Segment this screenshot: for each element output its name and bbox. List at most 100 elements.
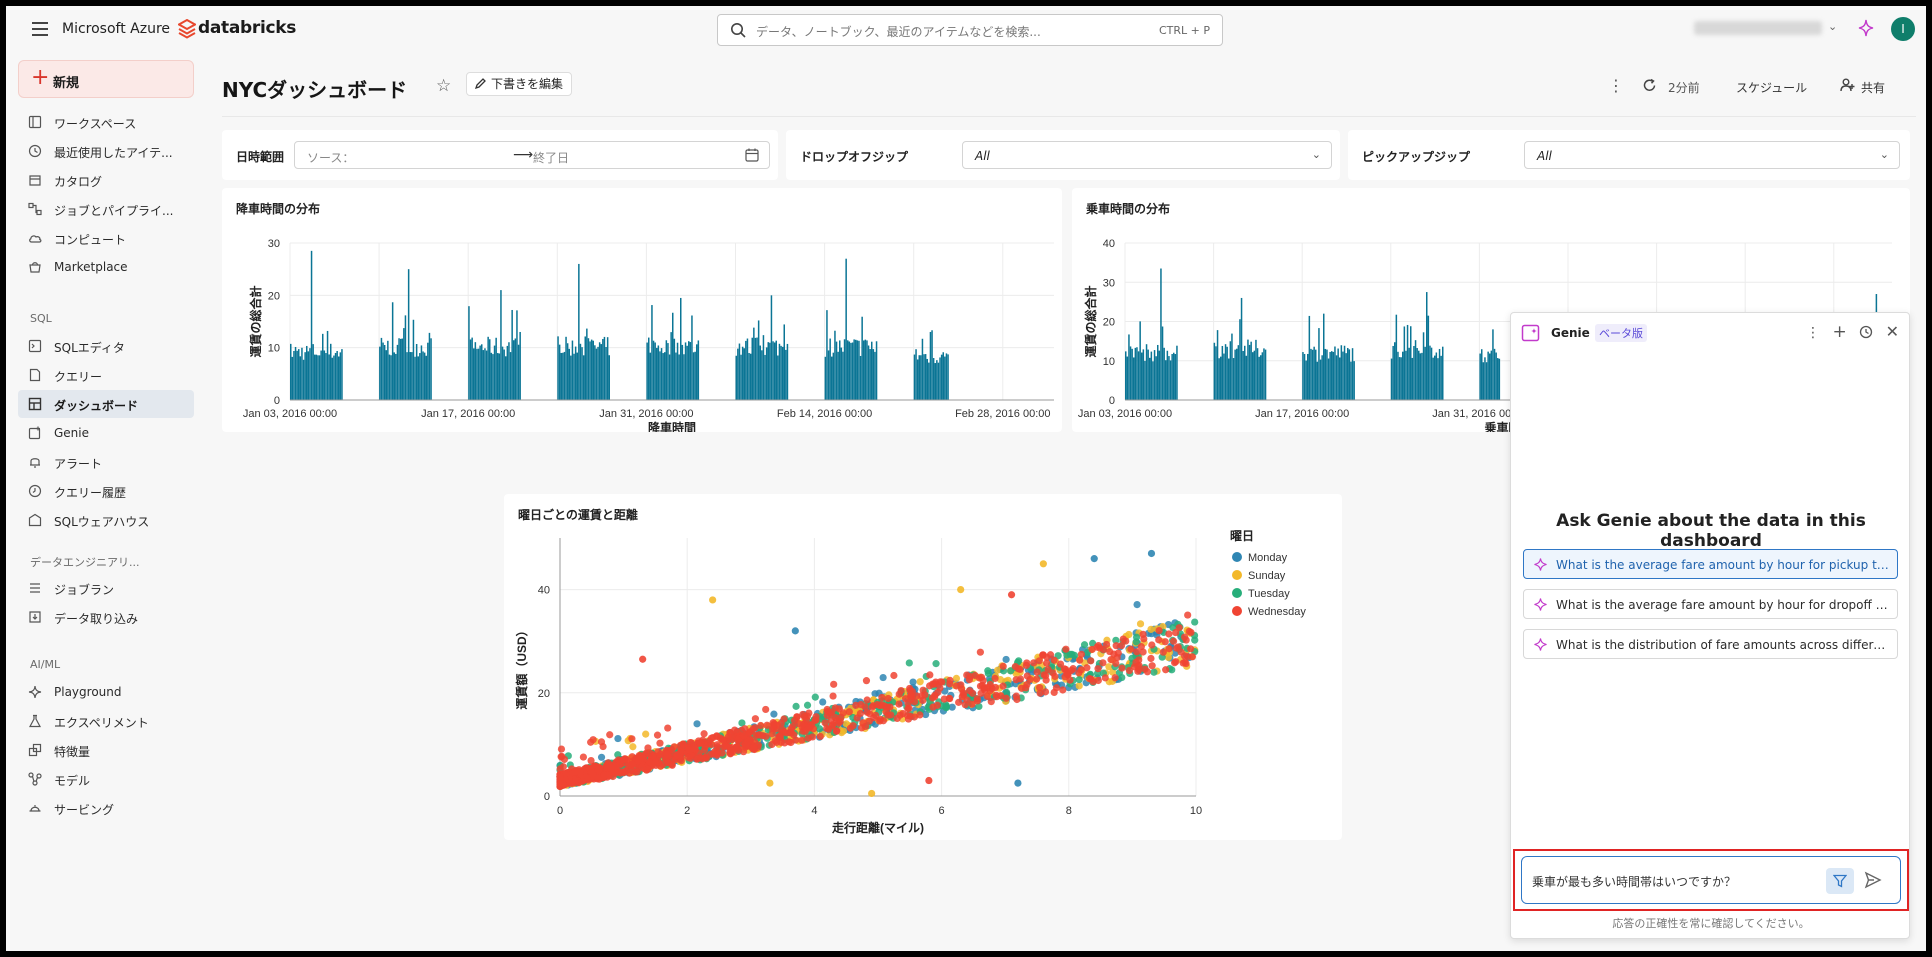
histogram-bar[interactable] (1302, 352, 1304, 400)
histogram-bar[interactable] (1125, 351, 1127, 400)
histogram-bar[interactable] (1141, 352, 1143, 400)
edit-draft-button[interactable]: 下書きを編集 (466, 72, 573, 96)
histogram-bar[interactable] (665, 340, 668, 400)
histogram-bar[interactable] (1224, 344, 1227, 400)
scatter-point[interactable] (1109, 668, 1117, 676)
histogram-bar[interactable] (937, 362, 940, 400)
histogram-bar[interactable] (1442, 346, 1444, 400)
scatter-point[interactable] (1112, 636, 1120, 644)
scatter-point[interactable] (895, 700, 903, 708)
histogram-bar[interactable] (517, 344, 520, 400)
scatter-point[interactable] (1030, 659, 1038, 667)
histogram-bar[interactable] (657, 345, 660, 400)
scatter-point[interactable] (670, 743, 678, 751)
histogram-bar[interactable] (493, 345, 496, 400)
histogram-bar[interactable] (484, 348, 486, 400)
histogram-bar[interactable] (1398, 357, 1401, 400)
histogram-bar[interactable] (301, 347, 303, 400)
histogram-bar[interactable] (315, 354, 318, 400)
histogram-bar[interactable] (422, 351, 424, 400)
scatter-point[interactable] (738, 719, 746, 727)
histogram-bar[interactable] (336, 351, 338, 400)
histogram-bar[interactable] (831, 356, 833, 400)
histogram-bar[interactable] (1228, 358, 1230, 400)
scatter-point[interactable] (1175, 624, 1183, 632)
histogram-bar[interactable] (1139, 321, 1141, 400)
scatter-point[interactable] (831, 713, 839, 722)
histogram-bar[interactable] (582, 355, 585, 400)
histogram-bar[interactable] (1492, 329, 1494, 400)
scatter-point[interactable] (1165, 645, 1173, 653)
scatter-point[interactable] (1033, 675, 1041, 683)
histogram-bar[interactable] (740, 354, 742, 400)
scatter-point[interactable] (578, 777, 587, 785)
histogram-bar[interactable] (1165, 360, 1167, 400)
histogram-bar[interactable] (765, 347, 768, 400)
schedule-button[interactable]: スケジュール (1736, 81, 1808, 95)
scatter-point[interactable] (1136, 620, 1145, 628)
scatter-point[interactable] (1043, 659, 1051, 667)
histogram-bar[interactable] (662, 353, 664, 400)
scatter-point[interactable] (913, 692, 921, 700)
scatter-point[interactable] (587, 756, 595, 765)
histogram-bar[interactable] (1218, 358, 1220, 400)
histogram-bar[interactable] (931, 330, 933, 400)
histogram-bar[interactable] (511, 309, 513, 400)
histogram-bar[interactable] (656, 347, 658, 400)
scatter-point[interactable] (639, 754, 647, 762)
scatter-point[interactable] (560, 755, 569, 763)
histogram-bar[interactable] (606, 337, 609, 400)
histogram-bar[interactable] (304, 352, 306, 400)
scatter-point[interactable] (829, 692, 837, 700)
histogram-bar[interactable] (1327, 358, 1330, 400)
scatter-point[interactable] (863, 696, 871, 704)
histogram-bar[interactable] (509, 352, 512, 400)
histogram-bar[interactable] (404, 315, 407, 400)
histogram-bar[interactable] (1348, 349, 1351, 400)
scatter-point[interactable] (649, 752, 657, 760)
sidebar-item-sql_items-4[interactable]: アラート (18, 448, 194, 476)
histogram-bar[interactable] (293, 350, 295, 400)
histogram-bar[interactable] (932, 358, 935, 400)
histogram-bar[interactable] (853, 339, 855, 400)
histogram-bar[interactable] (1350, 361, 1352, 400)
scatter-point[interactable] (1147, 654, 1155, 663)
scatter-point[interactable] (768, 725, 777, 733)
scatter-point[interactable] (1105, 663, 1113, 671)
histogram-bar[interactable] (1497, 358, 1499, 400)
histogram-bar[interactable] (477, 348, 480, 400)
histogram-bar[interactable] (411, 352, 413, 400)
histogram-bar[interactable] (676, 342, 679, 400)
sidebar-item-de_items-1[interactable]: データ取り込み (18, 603, 194, 631)
scatter-point[interactable] (763, 721, 771, 729)
scatter-point[interactable] (1044, 665, 1052, 674)
scatter-point[interactable] (653, 731, 662, 739)
scatter-point[interactable] (1122, 637, 1130, 645)
histogram-bar[interactable] (396, 344, 399, 400)
histogram-bar[interactable] (691, 315, 693, 400)
histogram-bar[interactable] (1323, 313, 1325, 400)
histogram-bar[interactable] (775, 340, 778, 400)
histogram-bar[interactable] (1335, 355, 1338, 400)
histogram-bar[interactable] (924, 354, 927, 400)
histogram-bar[interactable] (861, 316, 863, 400)
histogram-bar[interactable] (675, 352, 677, 400)
histogram-bar[interactable] (302, 359, 305, 400)
histogram-bar[interactable] (1250, 341, 1252, 400)
histogram-bar[interactable] (1173, 352, 1175, 400)
scatter-point[interactable] (839, 709, 847, 717)
scatter-point[interactable] (811, 716, 819, 725)
scatter-point[interactable] (938, 678, 946, 686)
histogram-bar[interactable] (323, 350, 326, 400)
histogram-bar[interactable] (777, 355, 779, 400)
sidebar-item-items-4[interactable]: コンピュート (18, 224, 194, 252)
scatter-point[interactable] (846, 724, 854, 732)
scatter-point[interactable] (787, 725, 795, 733)
scatter-point[interactable] (887, 711, 895, 719)
histogram-bar[interactable] (419, 353, 421, 400)
scatter-point[interactable] (1043, 653, 1051, 661)
scatter-point[interactable] (707, 740, 716, 749)
histogram-bar[interactable] (934, 363, 937, 400)
histogram-bar[interactable] (1334, 346, 1336, 400)
histogram-bar[interactable] (1239, 319, 1241, 400)
